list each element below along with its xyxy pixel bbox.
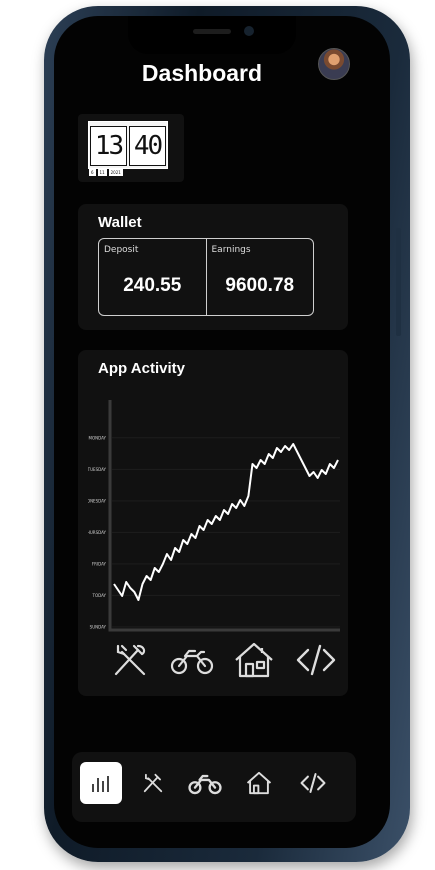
deposit-label: Deposit bbox=[104, 245, 139, 255]
side-button bbox=[396, 228, 401, 336]
motorcycle-icon bbox=[188, 774, 222, 795]
y-tick-label: TUESDAY bbox=[88, 467, 107, 472]
clock-date-day: 6 bbox=[89, 169, 96, 176]
earnings-cell[interactable]: Earnings 9600.78 bbox=[205, 239, 314, 315]
tab-activity[interactable] bbox=[80, 762, 122, 804]
clock-minute: 40 bbox=[129, 126, 166, 166]
notch bbox=[128, 16, 296, 54]
wallet-box: Deposit 240.55 Earnings 9600.78 bbox=[98, 238, 314, 316]
y-tick-label: THURSDAY bbox=[88, 530, 107, 535]
y-tick-label: WEDNESDAY bbox=[88, 498, 107, 503]
activity-title: App Activity bbox=[98, 360, 185, 377]
activity-chart: MONDAY TUESDAY WEDNESDAY THURSDAY FRIDAY TODA… bbox=[88, 390, 346, 640]
camera bbox=[244, 26, 254, 36]
page-title: Dashboard bbox=[141, 60, 263, 86]
wallet-card: Wallet Deposit 240.55 Earnings 9600.78 bbox=[78, 204, 348, 330]
clock-hour: 13 bbox=[90, 126, 127, 166]
earnings-label: Earnings bbox=[211, 245, 251, 255]
deposit-cell[interactable]: Deposit 240.55 bbox=[99, 239, 206, 315]
tab-bike[interactable] bbox=[184, 762, 226, 804]
code-icon bbox=[300, 773, 326, 793]
activity-chart-svg: MONDAY TUESDAY WEDNESDAY THURSDAY FRIDAY TODA… bbox=[88, 400, 340, 632]
clock-date-year: 2021 bbox=[108, 169, 123, 176]
house-icon bbox=[246, 771, 272, 795]
app-screen: Dashboard 13 40 6 11 2021 Wallet Deposit… bbox=[54, 16, 390, 848]
motorcycle-icon[interactable] bbox=[170, 638, 214, 682]
y-tick-label: FRIDAY bbox=[92, 561, 107, 566]
chart-axis bbox=[108, 400, 340, 632]
chart-category-icons bbox=[108, 638, 338, 682]
tab-code[interactable] bbox=[292, 762, 334, 804]
clock-date-month: 11 bbox=[97, 169, 107, 176]
utensils-icon[interactable] bbox=[108, 638, 152, 682]
app-activity-card: App Activity MONDAY TUESDAY WEDNESDAY THURS… bbox=[78, 350, 348, 696]
deposit-value: 240.55 bbox=[123, 275, 182, 296]
tab-home[interactable] bbox=[238, 762, 280, 804]
house-icon[interactable] bbox=[232, 638, 276, 682]
y-tick-label: MONDAY bbox=[89, 435, 107, 440]
utensils-icon bbox=[143, 773, 163, 793]
clock-face: 13 40 bbox=[88, 121, 168, 169]
clock-date: 6 11 2021 bbox=[89, 169, 123, 176]
wallet-title: Wallet bbox=[98, 214, 142, 231]
tab-food[interactable] bbox=[132, 762, 174, 804]
bar-chart-icon bbox=[92, 776, 109, 792]
clock-widget: 13 40 6 11 2021 bbox=[78, 114, 184, 182]
bottom-nav bbox=[72, 752, 356, 822]
avatar[interactable] bbox=[318, 48, 350, 80]
activity-series-line bbox=[113, 443, 339, 601]
code-icon[interactable] bbox=[294, 638, 338, 682]
y-tick-label: TODAY bbox=[92, 593, 107, 598]
speaker bbox=[193, 29, 231, 34]
y-tick-label: SUNDAY bbox=[90, 624, 107, 629]
earnings-value: 9600.78 bbox=[225, 275, 295, 296]
